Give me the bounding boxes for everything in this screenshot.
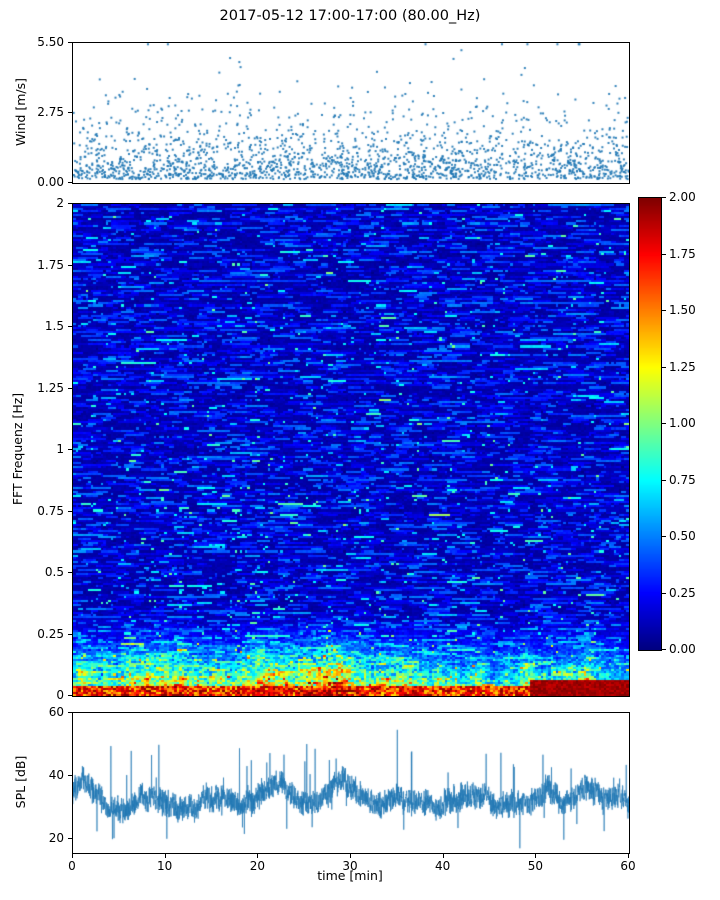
y-tick-label: 1.50	[669, 303, 696, 317]
tick-mark	[662, 197, 666, 198]
tick-mark	[442, 854, 444, 858]
x-tick-label: 30	[342, 859, 358, 873]
y-tick-label: 1.25	[669, 359, 696, 374]
y-tick-label: 1.25	[37, 380, 64, 395]
spectrogram-axes	[72, 203, 630, 697]
x-axis-label: time [min]	[317, 868, 383, 883]
y-tick-label: 2.75	[37, 105, 64, 119]
tick-mark	[68, 572, 72, 573]
y-tick-label: 0.50	[669, 529, 696, 543]
y-tick-label: 1	[56, 442, 64, 456]
y-tick-label: 0.25	[37, 626, 64, 641]
y-tick-label: 0.25	[669, 585, 696, 600]
y-tick-label: 0	[56, 688, 64, 702]
spectrogram-canvas	[73, 204, 629, 696]
tick-mark	[662, 253, 666, 255]
x-tick-label: 60	[620, 859, 636, 873]
tick-mark	[662, 536, 666, 537]
y-tick-label: 0.75	[37, 503, 64, 518]
spl-line-canvas	[73, 713, 629, 853]
tick-mark	[68, 837, 72, 839]
y-tick-label: 5.50	[37, 35, 64, 49]
x-tick-label: 40	[435, 859, 451, 873]
y-tick-label: 1.75	[669, 246, 696, 261]
tick-mark	[68, 203, 72, 204]
tick-mark	[68, 510, 72, 512]
tick-mark	[662, 479, 666, 481]
tick-mark	[68, 42, 72, 43]
spl-axes	[72, 712, 630, 854]
figure-title: 2017-05-12 17:00-17:00 (80.00_Hz)	[219, 8, 481, 24]
y-tick-label: 0.00	[669, 642, 696, 656]
tick-mark	[68, 774, 72, 776]
y-tick-label: 1.5	[44, 319, 64, 333]
wind-scatter-canvas	[73, 43, 629, 183]
tick-mark	[68, 449, 72, 450]
tick-mark	[662, 649, 666, 650]
x-tick-label: 0	[68, 859, 76, 873]
tick-mark	[72, 854, 73, 858]
tick-mark	[68, 695, 72, 696]
tick-mark	[662, 423, 666, 424]
tick-mark	[628, 854, 629, 858]
x-tick-label: 50	[527, 859, 543, 873]
y-tick-label: 60	[48, 705, 64, 719]
y-tick-label: 0.75	[669, 472, 696, 487]
tick-mark	[68, 264, 72, 266]
tick-mark	[68, 326, 72, 327]
y-tick-label: 2.00	[669, 190, 696, 204]
tick-mark	[68, 387, 72, 389]
colorbar-canvas	[639, 198, 661, 650]
x-tick-label: 10	[157, 859, 173, 873]
y-tick-label: 1.75	[37, 257, 64, 272]
tick-mark	[350, 854, 351, 858]
y-tick-label: 40	[48, 767, 64, 782]
y-tick-label: 0.5	[44, 565, 64, 579]
tick-mark	[164, 854, 166, 858]
tick-mark	[535, 854, 537, 858]
tick-mark	[68, 112, 72, 113]
tick-mark	[257, 854, 259, 858]
tick-mark	[662, 592, 666, 594]
y-tick-label: 20	[48, 830, 64, 845]
colorbar	[638, 197, 662, 651]
tick-mark	[68, 633, 72, 635]
y-tick-label: 2	[56, 196, 64, 210]
tick-mark	[662, 310, 666, 311]
x-tick-label: 20	[249, 859, 265, 873]
tick-mark	[68, 182, 72, 183]
y-tick-label: 1.00	[669, 416, 696, 430]
tick-mark	[662, 366, 666, 368]
wind-axes	[72, 42, 630, 184]
tick-mark	[68, 712, 72, 713]
y-tick-label: 0.00	[37, 175, 64, 189]
